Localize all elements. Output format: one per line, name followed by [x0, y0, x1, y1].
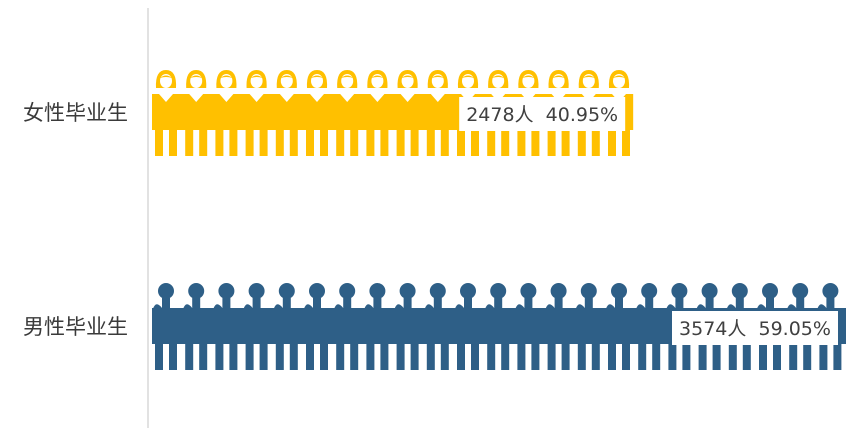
- data-label-text: 2478人 40.95%: [466, 104, 618, 126]
- data-label-female: 2478人 40.95%: [459, 97, 626, 131]
- data-label-male: 3574人 59.05%: [672, 311, 838, 345]
- category-label-male: 男性毕业生: [23, 315, 128, 339]
- category-label-female: 女性毕业生: [23, 101, 128, 125]
- data-label-text: 3574人 59.05%: [679, 318, 831, 340]
- data-labels-layer: 2478人 40.95% 3574人 59.05%: [459, 97, 838, 345]
